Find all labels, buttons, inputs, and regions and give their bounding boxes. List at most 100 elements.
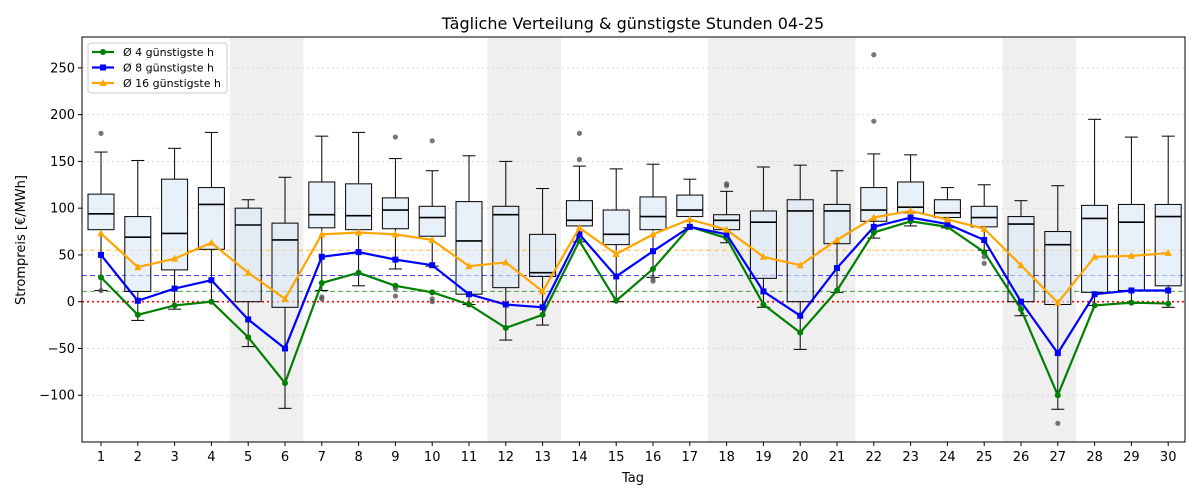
box-day-26	[1007, 200, 1035, 317]
point-2	[134, 311, 141, 318]
point-17	[686, 215, 694, 223]
point-4	[208, 277, 215, 284]
flier-0	[98, 130, 104, 136]
x-tick-label: 1	[97, 450, 105, 465]
x-tick-label: 12	[498, 450, 515, 465]
point-21	[834, 287, 840, 294]
box-day-2	[124, 159, 152, 321]
box-iqr	[492, 205, 520, 289]
box-day-7	[308, 135, 336, 302]
point-6	[282, 380, 288, 387]
point-23	[907, 206, 915, 214]
x-tick-label: 4	[207, 450, 215, 465]
flier-1	[724, 183, 730, 189]
box-iqr	[87, 193, 115, 231]
box-iqr	[345, 183, 373, 231]
point-21	[834, 265, 840, 272]
box-iqr	[786, 199, 814, 303]
point-29	[1128, 287, 1135, 294]
point-4	[207, 238, 215, 246]
box-iqr	[602, 209, 630, 246]
y-tick-label: 250	[50, 61, 75, 76]
y-axis-label: Strompreis [€/MWh]	[14, 175, 29, 305]
flier-0	[392, 134, 398, 140]
box-iqr	[381, 197, 409, 230]
point-5	[244, 268, 252, 276]
flier-1	[871, 118, 877, 124]
point-28	[1091, 252, 1099, 260]
box-iqr	[418, 205, 446, 237]
box-day-30	[1154, 135, 1182, 308]
point-4	[208, 298, 215, 305]
x-tick-label: 14	[571, 450, 588, 465]
x-tick-label: 20	[792, 450, 809, 465]
x-tick-label: 30	[1160, 450, 1177, 465]
box-iqr	[124, 216, 152, 292]
x-tick-label: 2	[134, 450, 142, 465]
point-12	[502, 301, 509, 308]
flier-2	[429, 296, 435, 302]
x-tick-label: 9	[391, 450, 399, 465]
box-day-13	[529, 188, 557, 326]
point-12	[502, 324, 509, 331]
flier-1	[98, 287, 104, 294]
box-day-29	[1117, 136, 1145, 305]
x-tick-label: 11	[461, 450, 478, 465]
x-tick-label: 25	[976, 450, 993, 465]
x-tick-label: 29	[1123, 450, 1140, 465]
reference-lines	[82, 249, 1185, 303]
point-1	[97, 229, 105, 237]
x-tick-label: 3	[170, 450, 178, 465]
legend-entry-1: Ø 8 günstigste h	[92, 62, 214, 75]
box-day-1	[87, 130, 115, 294]
box-iqr	[234, 207, 262, 303]
flier-1	[650, 275, 656, 281]
y-tick-label: 150	[50, 155, 75, 170]
x-axis-ticks: 1 2 3 4 5 6 7 8 9 10 11 12 13 14 15 16 17 18 19 20 21 22 23 24 2…	[97, 442, 1177, 465]
point-5	[245, 316, 252, 323]
y-tick-label: −50	[48, 342, 75, 357]
point-19	[759, 252, 767, 260]
legend-entry-2: Ø 16 günstigste h	[92, 77, 221, 90]
plot-frame	[81, 36, 1186, 443]
x-tick-label: 13	[534, 450, 551, 465]
point-28	[1091, 291, 1098, 298]
point-20	[797, 329, 804, 336]
y-axis-ticks: −100 −50 0 50 100 150 200 250	[39, 61, 82, 404]
flier-0	[576, 130, 583, 136]
flier-1	[981, 260, 987, 266]
box-iqr	[1154, 203, 1182, 287]
x-tick-label: 27	[1050, 450, 1067, 465]
point-18	[723, 225, 731, 233]
point-7	[318, 279, 325, 286]
flier-0	[1055, 420, 1061, 426]
chart-title: Tägliche Verteilung & günstigste Stunden…	[441, 14, 824, 33]
x-tick-label: 19	[755, 450, 772, 465]
box-day-24	[933, 187, 961, 229]
box-day-23	[897, 154, 925, 227]
point-25	[981, 236, 988, 243]
point-8	[355, 249, 362, 256]
point-20	[797, 312, 804, 319]
point-27	[1054, 298, 1062, 306]
x-tick-label: 6	[281, 450, 289, 465]
point-10	[428, 235, 436, 243]
point-26	[1017, 261, 1025, 269]
x-tick-label: 24	[939, 450, 956, 465]
box-day-11	[455, 155, 483, 306]
legend-label: Ø 8 günstigste h	[123, 62, 214, 75]
point-26	[1018, 298, 1024, 305]
box-iqr	[529, 233, 557, 277]
point-25	[980, 224, 988, 232]
box-day-21	[823, 170, 851, 293]
box-iqr	[455, 201, 483, 295]
box-iqr	[970, 205, 998, 228]
point-26	[1018, 306, 1024, 313]
point-6	[281, 294, 289, 302]
x-tick-label: 23	[902, 450, 919, 465]
point-11	[465, 262, 473, 270]
point-21	[833, 235, 841, 243]
point-13	[539, 311, 546, 318]
point-7	[318, 253, 325, 260]
